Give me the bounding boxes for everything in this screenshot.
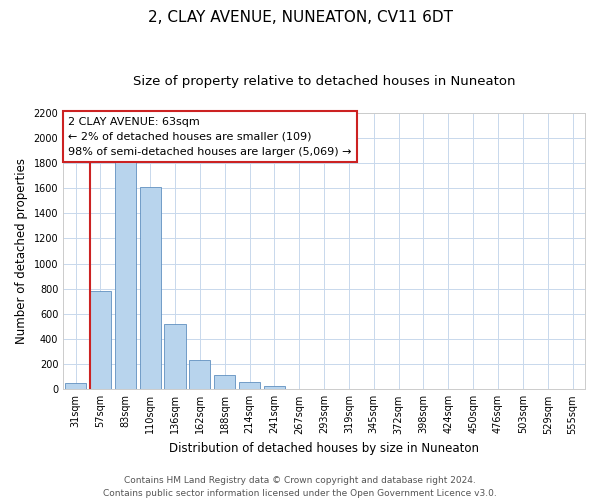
Bar — [90, 292, 111, 390]
Bar — [65, 383, 86, 390]
X-axis label: Distribution of detached houses by size in Nuneaton: Distribution of detached houses by size … — [169, 442, 479, 455]
Bar — [115, 160, 136, 390]
Text: 2 CLAY AVENUE: 63sqm
← 2% of detached houses are smaller (109)
98% of semi-detac: 2 CLAY AVENUE: 63sqm ← 2% of detached ho… — [68, 117, 352, 156]
Text: Contains HM Land Registry data © Crown copyright and database right 2024.
Contai: Contains HM Land Registry data © Crown c… — [103, 476, 497, 498]
Text: 2, CLAY AVENUE, NUNEATON, CV11 6DT: 2, CLAY AVENUE, NUNEATON, CV11 6DT — [148, 10, 452, 25]
Bar — [140, 187, 161, 390]
Bar — [239, 382, 260, 390]
Title: Size of property relative to detached houses in Nuneaton: Size of property relative to detached ho… — [133, 75, 515, 88]
Bar — [264, 386, 285, 390]
Bar — [189, 360, 211, 390]
Bar — [214, 376, 235, 390]
Bar — [164, 324, 185, 390]
Y-axis label: Number of detached properties: Number of detached properties — [15, 158, 28, 344]
